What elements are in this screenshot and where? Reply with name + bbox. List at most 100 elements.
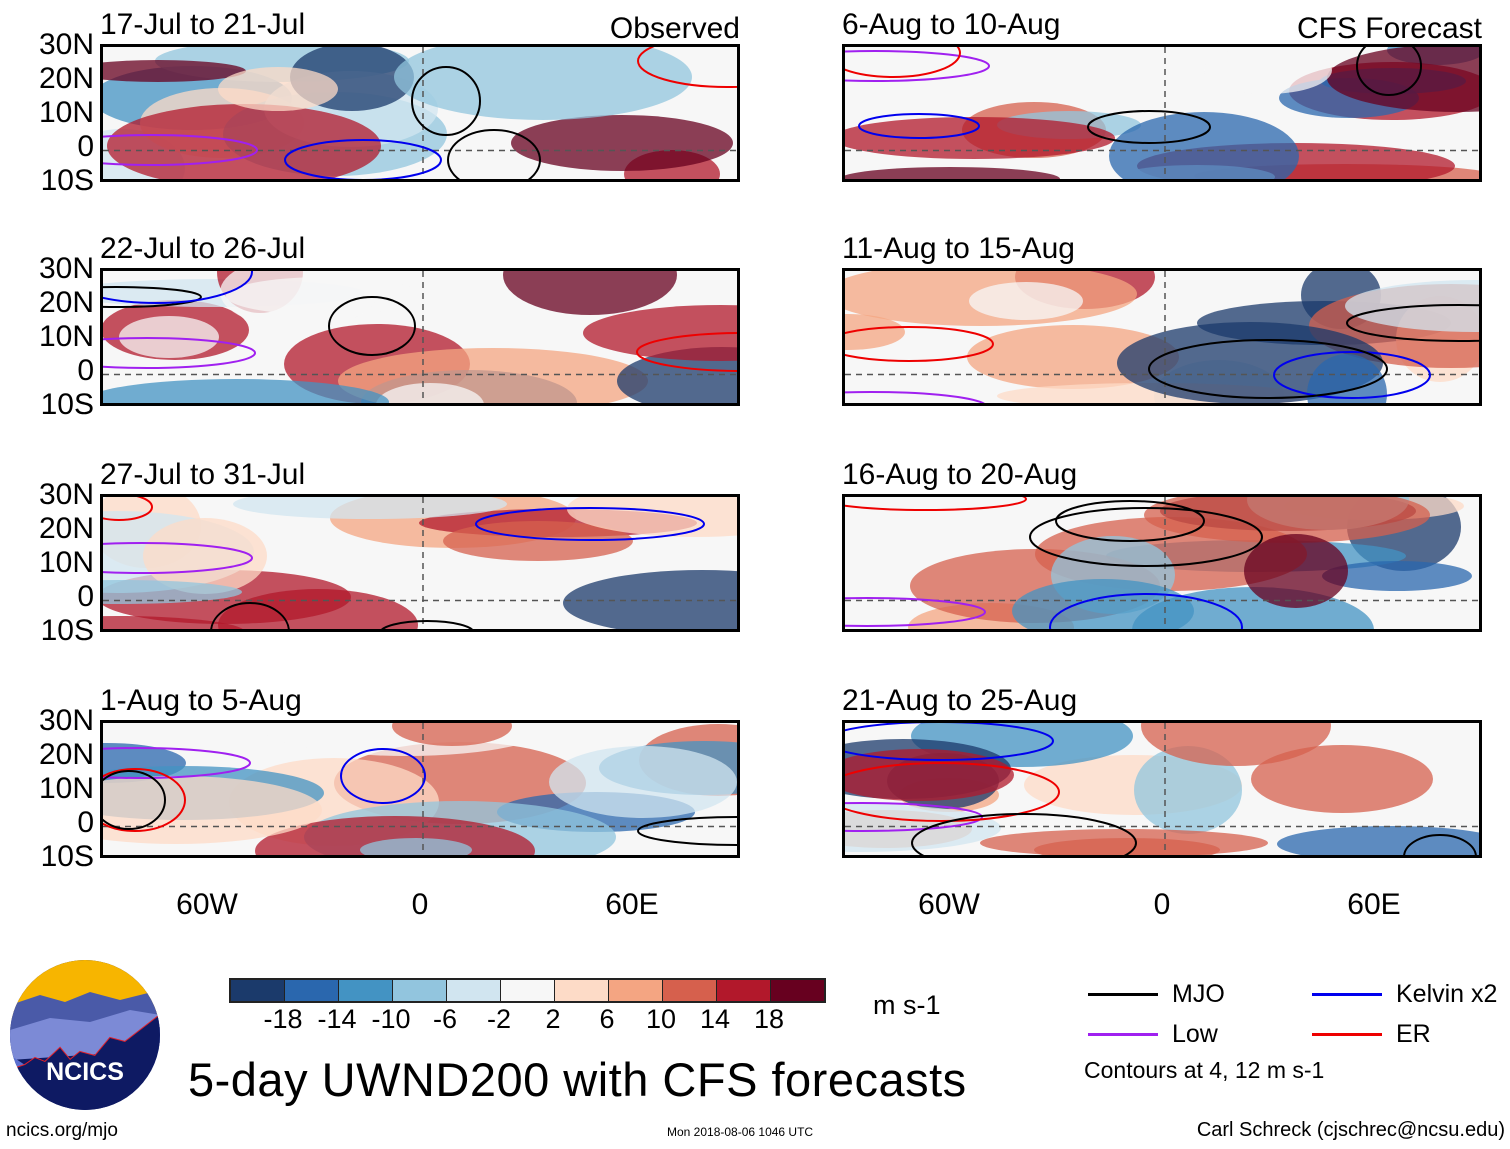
anomaly-shading [845, 314, 905, 350]
map-plot [100, 720, 740, 858]
anomaly-shading [119, 316, 219, 358]
colorbar-swatch [717, 980, 771, 1001]
anomaly-shading [845, 167, 1060, 179]
x-tick-label: 60W [176, 888, 238, 921]
anomaly-shading [218, 67, 338, 111]
contour-line [103, 770, 166, 830]
anomaly-shading [567, 497, 737, 537]
colorbar-swatch [501, 980, 555, 1001]
anomaly-shading [1012, 579, 1194, 629]
y-tick-label: 0 [77, 130, 94, 163]
contour-note: Contours at 4, 12 m s-1 [1084, 1057, 1325, 1083]
contour-line [1087, 110, 1211, 144]
colorbar-swatch [663, 980, 717, 1001]
anomaly-shading [845, 117, 1115, 159]
legend-swatch-low [1088, 1033, 1158, 1036]
contour-line [340, 748, 426, 804]
colorbar-tick-label: 14 [699, 1004, 731, 1034]
contour-line [1403, 834, 1477, 855]
contour-line [858, 113, 980, 139]
contour-line [1049, 593, 1243, 629]
y-tick-label: 30N [38, 478, 94, 511]
colorbar-tick-label: -18 [263, 1004, 303, 1034]
colorbar-tick-label: -2 [486, 1004, 511, 1034]
x-tick-label: 0 [411, 888, 429, 921]
chart-title: 5-day UWND200 with CFS forecasts [188, 1053, 967, 1106]
y-tick-label: 30N [38, 252, 94, 285]
contour-line [411, 66, 481, 136]
contour-line [103, 768, 186, 832]
contour-line [1273, 351, 1431, 399]
anomaly-shading [103, 580, 242, 604]
contour-line [103, 747, 251, 779]
y-tick-label: 10S [40, 388, 94, 421]
anomaly-shading [392, 723, 512, 746]
anomaly-shading [1144, 497, 1430, 543]
anomaly-shading [103, 60, 246, 82]
anomaly-shading [980, 829, 1268, 855]
contour-line [636, 332, 737, 372]
anomaly-shading [1134, 746, 1242, 834]
contour-line [103, 271, 253, 304]
contour-line [103, 497, 153, 521]
anomaly-shading [1251, 745, 1433, 813]
author-credit: Carl Schreck (cjschrec@ncsu.edu) [1196, 1119, 1505, 1141]
timestamp: Mon 2018-08-06 1046 UTC [667, 1125, 814, 1139]
colorbar-tick-label: -14 [317, 1004, 357, 1034]
anomaly-shading [1109, 112, 1299, 179]
legend-item-mjo: MJO [1088, 980, 1225, 1009]
y-tick-label: 10N [38, 320, 94, 353]
colorbar-swatch [447, 980, 501, 1001]
anomaly-shading [1204, 47, 1332, 94]
panel-tag: Observed [609, 12, 740, 45]
y-tick-label: 0 [77, 580, 94, 613]
map-plot [842, 720, 1482, 858]
colorbar-swatch [285, 980, 339, 1001]
panel-title: 22-Jul to 26-Jul [100, 232, 306, 265]
anomaly-shading [969, 282, 1083, 320]
legend-label-er: ER [1396, 1020, 1431, 1048]
legend-swatch-er [1312, 1033, 1382, 1036]
panel-tag: CFS Forecast [1296, 12, 1482, 45]
contour-line [447, 129, 541, 179]
contour-line [1148, 339, 1388, 399]
website-link[interactable]: ncics.org/mjo [6, 1120, 118, 1141]
y-tick-label: 20N [38, 512, 94, 545]
x-tick-label: 60W [918, 888, 980, 921]
anomaly-shading [503, 271, 677, 315]
contour-line [103, 542, 253, 574]
anomaly-shading [360, 838, 472, 855]
colorbar-swatch [609, 980, 663, 1001]
y-tick-label: 10S [40, 164, 94, 197]
colorbar-tick-label: 2 [545, 1004, 561, 1034]
contour-line [845, 326, 994, 362]
map-plot [100, 494, 740, 632]
y-tick-label: 20N [38, 286, 94, 319]
anomaly-shading [1307, 354, 1387, 403]
contour-line [1346, 304, 1479, 342]
map-plot [100, 268, 740, 406]
contour-line [845, 762, 1060, 822]
legend-item-kelvin: Kelvin x2 [1312, 980, 1497, 1009]
x-tick-label: 60E [605, 888, 659, 921]
contour-line [475, 507, 705, 541]
colorbar-swatch [393, 980, 447, 1001]
legend-item-low: Low [1088, 1020, 1218, 1049]
anomaly-shading [233, 497, 507, 519]
anomaly-shading [511, 115, 733, 171]
y-tick-label: 10S [40, 840, 94, 873]
colorbar-swatch [231, 980, 285, 1001]
contour-line [1055, 500, 1205, 542]
colorbar-tick-label: -10 [371, 1004, 411, 1034]
colorbar-swatch [339, 980, 393, 1001]
colorbar-units: m s-1 [873, 990, 941, 1020]
contour-line [328, 296, 416, 356]
y-tick-label: 20N [38, 738, 94, 771]
contour-line [845, 50, 990, 82]
x-tick-label: 60E [1347, 888, 1401, 921]
contour-line [845, 47, 961, 78]
y-tick-label: 30N [38, 28, 94, 61]
map-plot [842, 268, 1482, 406]
y-tick-label: 10N [38, 772, 94, 805]
colorbar-swatch [555, 980, 609, 1001]
